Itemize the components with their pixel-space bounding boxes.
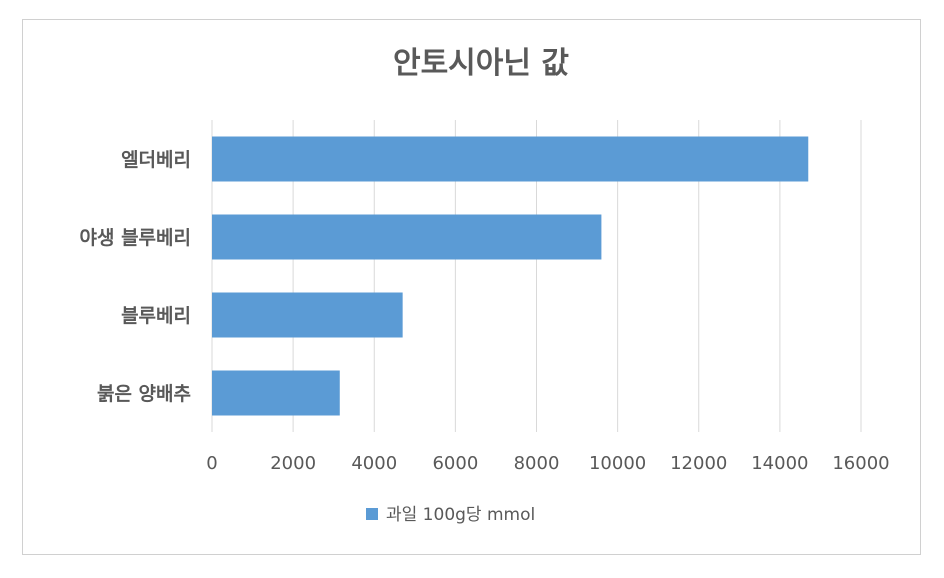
x-tick-label: 0 [206, 453, 217, 474]
category-label: 엘더베리 [121, 149, 191, 171]
x-tick-label: 10000 [589, 453, 646, 474]
bar-3 [212, 370, 340, 416]
x-tick-label: 6000 [432, 453, 478, 474]
category-label: 붉은 양배추 [97, 383, 191, 405]
category-label: 야생 블루베리 [80, 227, 192, 249]
tick-labels: 0 2000 4000 6000 8000 10000 12000 14000 16000 [206, 453, 889, 474]
bar-0 [212, 136, 809, 182]
chart-title: 안토시아닌 값 [393, 46, 569, 81]
legend-label: 과일 100g당 mmol [386, 505, 535, 525]
legend: 과일 100g당 mmol [366, 505, 535, 525]
category-label: 블루베리 [121, 305, 191, 327]
x-tick-label: 8000 [514, 453, 560, 474]
legend-swatch [366, 508, 378, 520]
bar-2 [212, 292, 403, 338]
x-tick-label: 14000 [751, 453, 808, 474]
bar-1 [212, 214, 602, 260]
chart-frame [22, 19, 921, 555]
bars-layer [212, 136, 809, 416]
x-tick-label: 4000 [351, 453, 397, 474]
x-tick-label: 16000 [832, 453, 889, 474]
x-tick-label: 12000 [670, 453, 727, 474]
x-tick-label: 2000 [270, 453, 316, 474]
